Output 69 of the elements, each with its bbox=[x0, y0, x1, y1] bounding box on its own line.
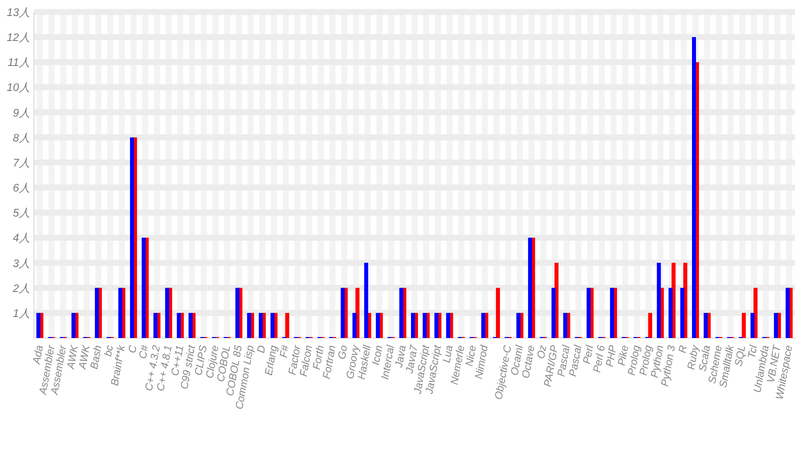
x-tick-label: Forth bbox=[310, 344, 327, 371]
bar bbox=[285, 312, 290, 338]
y-tick-label: 8人 bbox=[12, 132, 30, 144]
bar bbox=[680, 288, 684, 338]
bar bbox=[118, 288, 122, 338]
bar bbox=[774, 312, 778, 338]
bar bbox=[36, 312, 40, 338]
y-tick-label: 2人 bbox=[12, 282, 30, 295]
bar bbox=[364, 262, 368, 338]
y-tick-label: 12人 bbox=[6, 32, 30, 44]
bar bbox=[563, 312, 568, 338]
y-tick-label: 7人 bbox=[12, 157, 30, 170]
x-tick-label: bc bbox=[102, 344, 116, 358]
bar bbox=[142, 238, 146, 338]
bar bbox=[153, 312, 158, 338]
bar bbox=[270, 312, 275, 338]
x-tick-label: Lua bbox=[440, 344, 456, 364]
bar bbox=[130, 137, 134, 338]
x-tick-label: C bbox=[126, 344, 140, 354]
x-tick-label: C# bbox=[137, 344, 152, 360]
bar bbox=[786, 288, 790, 338]
x-tick-label: Icon bbox=[370, 344, 386, 366]
bar bbox=[352, 312, 356, 338]
bar bbox=[235, 288, 240, 338]
y-tick-label: 11人 bbox=[8, 57, 30, 70]
bar bbox=[750, 312, 755, 338]
bar bbox=[610, 288, 614, 338]
bar bbox=[446, 312, 450, 338]
y-tick-label: 1人 bbox=[12, 308, 30, 320]
y-tick-label: 13人 bbox=[6, 7, 30, 19]
y-tick-label: 3人 bbox=[12, 258, 30, 270]
x-tick-label: SQL bbox=[732, 344, 748, 368]
bar bbox=[188, 312, 193, 338]
bar bbox=[551, 288, 556, 338]
bar bbox=[516, 312, 520, 338]
bar bbox=[71, 312, 76, 338]
bar bbox=[376, 312, 380, 338]
y-tick-label: 5人 bbox=[12, 208, 30, 220]
bar bbox=[656, 262, 661, 338]
bar bbox=[176, 312, 181, 338]
x-tick-label: R bbox=[676, 344, 690, 354]
bar bbox=[340, 288, 345, 338]
bar bbox=[668, 288, 673, 338]
x-tick-label: Go bbox=[336, 344, 350, 360]
bar bbox=[434, 312, 438, 338]
bar bbox=[258, 312, 263, 338]
bar bbox=[247, 312, 252, 338]
y-tick-label: 4人 bbox=[12, 232, 30, 245]
bar bbox=[165, 288, 170, 338]
bar bbox=[648, 312, 652, 338]
x-tick-label: D bbox=[255, 344, 268, 354]
y-tick-label: 9人 bbox=[12, 107, 30, 120]
x-tick-label: Bash bbox=[88, 344, 104, 370]
bar bbox=[496, 288, 500, 338]
bar bbox=[704, 312, 708, 338]
x-tick-label: F# bbox=[278, 344, 292, 359]
x-tick-label: Perl bbox=[581, 344, 596, 365]
bar bbox=[411, 312, 415, 338]
bar bbox=[422, 312, 427, 338]
x-tick-label: Nice bbox=[464, 344, 480, 368]
bar bbox=[742, 312, 746, 338]
y-tick-label: 10人 bbox=[6, 82, 30, 94]
x-tick-label: Oz bbox=[535, 344, 550, 360]
bar bbox=[481, 312, 486, 338]
bar bbox=[528, 238, 532, 338]
y-tick-label: 6人 bbox=[12, 182, 30, 195]
bar bbox=[399, 288, 404, 338]
bar bbox=[586, 288, 591, 338]
bar bbox=[94, 288, 99, 338]
